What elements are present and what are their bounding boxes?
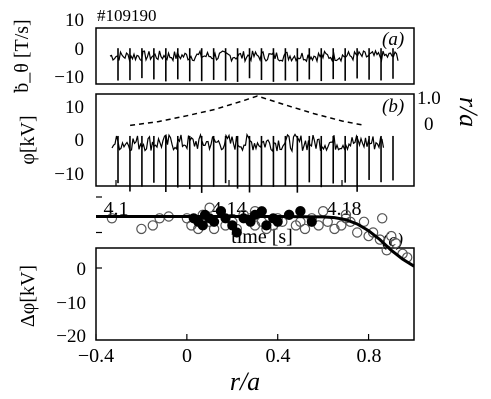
right-axis-label: r/a [454, 97, 483, 127]
panel-b: (b) 10 0 −10 φ[kV] 1.0 0 r/a 4.1 4.14 4.… [17, 88, 483, 248]
panel-b-frame [95, 93, 415, 187]
open-point-43 [390, 237, 401, 249]
panel-a-frame [95, 27, 415, 85]
open-point-2 [147, 220, 158, 231]
filled-point-8 [227, 220, 238, 231]
open-point-46 [204, 202, 215, 213]
panel-b-ylabel: φ[kV] [17, 115, 39, 164]
panel-c-marks [95, 196, 413, 340]
filled-point-2 [197, 220, 208, 231]
panel-c-ytick-1: −10 [56, 293, 86, 314]
panel-b-ytick-2: −10 [54, 164, 84, 185]
open-point-35 [352, 227, 363, 238]
open-point-39 [374, 234, 386, 245]
panel-b-xlabel: time [s] [231, 226, 293, 248]
open-point-1 [136, 223, 147, 235]
panel-b-xtick-2: 4.18 [327, 198, 362, 220]
panel-a-label: (a) [382, 29, 404, 50]
right-axis-tick-top: 1.0 [417, 88, 441, 109]
filled-point-13 [256, 206, 267, 217]
panel-a: #109190 (a) 10 0 −10 ḃ_θ [T/s] [11, 6, 415, 93]
panel-c-ytick-0: 0 [77, 259, 87, 280]
panel-c-ylabel: Δφ[kV] [17, 265, 39, 327]
open-point-32 [336, 220, 347, 231]
panel-a-ytick-0: 10 [65, 10, 84, 31]
panel-a-ylabel: ḃ_θ [T/s] [11, 19, 33, 92]
fit-curve [96, 215, 415, 268]
panel-b-noise-trace [111, 132, 385, 153]
panel-b-label: (b) [382, 96, 404, 117]
shot-number: #109190 [97, 6, 157, 25]
panel-b-trace [111, 132, 394, 193]
filled-point-9 [231, 227, 242, 238]
panel-c: (c) 0 −10 −20 Δφ[kV] −0.4 0 0.4 0.8 r/a [17, 196, 415, 396]
panel-a-trace [109, 48, 399, 82]
filled-point-16 [272, 216, 283, 227]
open-point-40 [377, 213, 388, 224]
right-axis-tick-bottom: 0 [424, 114, 434, 135]
open-point-0 [106, 213, 118, 224]
panel-a-ytick-1: 0 [75, 39, 85, 60]
filled-point-14 [261, 220, 272, 231]
panel-c-xtick-1: 0 [182, 345, 192, 367]
radius-dashed-curve [130, 95, 365, 127]
panel-a-ytick-2: −10 [54, 67, 84, 88]
panel-c-xlabel: r/a [230, 367, 260, 396]
panel-c-ytick-2: −20 [56, 326, 86, 347]
filled-point-19 [306, 216, 317, 227]
filled-point-5 [209, 216, 220, 227]
panel-c-xtick-2: 0.4 [266, 345, 291, 367]
panel-b-ytick-0: 10 [65, 97, 84, 118]
panel-b-ytick-1: 0 [75, 130, 85, 151]
panel-c-frame [95, 247, 415, 341]
open-point-26 [299, 223, 311, 235]
filled-point-18 [295, 206, 306, 217]
panel-c-xtick-0: −0.4 [78, 345, 114, 367]
panel-a-noise-trace [109, 49, 399, 64]
panel-c-xtick-3: 0.8 [357, 345, 382, 367]
open-point-31 [329, 223, 340, 235]
